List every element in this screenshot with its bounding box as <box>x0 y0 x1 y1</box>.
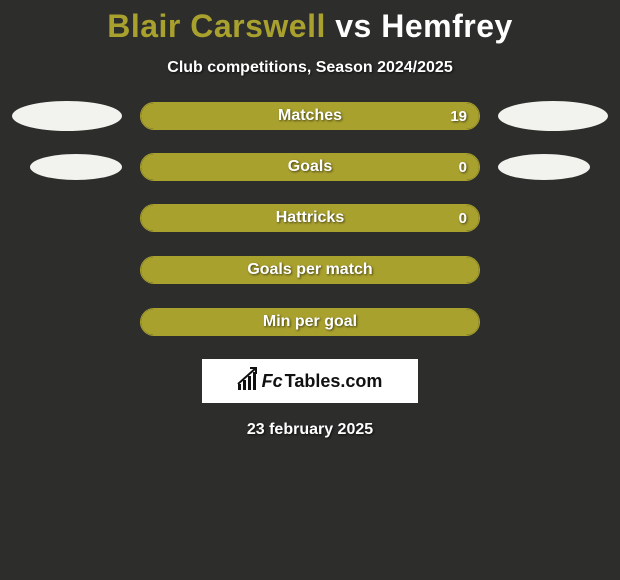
left-spacer <box>12 255 122 285</box>
right-spacer <box>498 307 608 337</box>
stat-row: Matches19 <box>0 101 620 131</box>
stat-bar: Matches19 <box>140 102 480 130</box>
stat-bar: Hattricks0 <box>140 204 480 232</box>
left-spacer <box>12 307 122 337</box>
subtitle: Club competitions, Season 2024/2025 <box>0 59 620 77</box>
stat-row: Goals per match <box>0 255 620 285</box>
bar-chart-icon <box>238 372 256 390</box>
fctables-logo: FcTables.com <box>202 359 418 403</box>
left-spacer <box>12 203 122 233</box>
stat-bar-label: Matches <box>141 103 479 129</box>
right-ellipse <box>498 154 590 180</box>
stat-row: Hattricks0 <box>0 203 620 233</box>
logo-text-tables: Tables.com <box>285 371 383 392</box>
vs-text: vs <box>335 8 372 44</box>
stat-bar: Goals per match <box>140 256 480 284</box>
stat-bar-value: 19 <box>450 103 467 129</box>
date-label: 23 february 2025 <box>0 421 620 439</box>
right-spacer <box>498 203 608 233</box>
stat-bar-label: Goals <box>141 154 479 180</box>
stat-bar: Min per goal <box>140 308 480 336</box>
logo-text-fc: Fc <box>262 371 283 392</box>
stat-bar-label: Hattricks <box>141 205 479 231</box>
stat-bar-value: 0 <box>459 205 467 231</box>
stat-bar-label: Min per goal <box>141 309 479 335</box>
right-spacer <box>498 255 608 285</box>
left-ellipse <box>30 154 122 180</box>
stat-bar-label: Goals per match <box>141 257 479 283</box>
player1-name: Blair Carswell <box>107 8 326 44</box>
stat-row: Min per goal <box>0 307 620 337</box>
stat-bar-value: 0 <box>459 154 467 180</box>
stat-row: Goals0 <box>0 153 620 181</box>
stat-bar: Goals0 <box>140 153 480 181</box>
player2-name: Hemfrey <box>381 8 513 44</box>
comparison-title: Blair Carswell vs Hemfrey <box>0 0 620 45</box>
left-ellipse <box>12 101 122 131</box>
right-ellipse <box>498 101 608 131</box>
